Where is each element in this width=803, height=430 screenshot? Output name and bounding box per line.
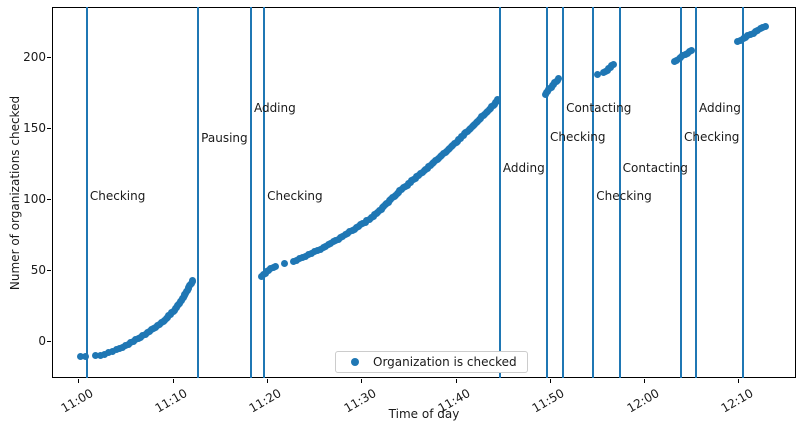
- x-tick: [738, 379, 740, 383]
- x-tick: [549, 379, 551, 383]
- vline-annotation: Checking: [683, 129, 740, 144]
- x-tick-label-text: 11:50: [529, 386, 567, 416]
- x-tick-label-text: 12:10: [718, 386, 756, 416]
- event-vline: [197, 7, 200, 378]
- scatter-point: [81, 353, 89, 361]
- scatter-point: [281, 259, 289, 267]
- event-vline: [695, 7, 698, 378]
- event-vline: [562, 7, 565, 378]
- scatter-point: [108, 347, 116, 355]
- x-tick-label-text: 11:10: [152, 386, 190, 416]
- scatter-point: [105, 349, 113, 357]
- event-vline: [592, 7, 595, 378]
- scatter-point: [609, 60, 617, 68]
- event-vline: [618, 7, 621, 378]
- plot-area: [52, 7, 796, 378]
- y-tick-label: 50: [30, 263, 46, 278]
- event-vline: [85, 7, 88, 378]
- scatter-marker-icon: [351, 358, 359, 366]
- scatter-point: [593, 70, 601, 78]
- y-tick: [47, 199, 51, 201]
- x-tick: [644, 379, 646, 383]
- legend: Organization is checked: [335, 351, 528, 373]
- scatter-point: [96, 352, 104, 360]
- scatter-point: [493, 96, 501, 104]
- x-tick: [266, 379, 268, 383]
- y-tick-label: 200: [23, 50, 46, 65]
- x-tick-label-text: 11:20: [247, 386, 284, 416]
- y-tick-label: 0: [38, 334, 46, 349]
- y-tick: [47, 341, 51, 343]
- event-vline: [546, 7, 549, 378]
- x-tick-label-text: 11:30: [341, 386, 379, 416]
- event-vline: [263, 7, 266, 378]
- vline-annotation: Adding: [253, 101, 296, 116]
- x-tick: [361, 379, 363, 383]
- x-axis-label: Time of day: [388, 407, 460, 421]
- vline-annotation: Pausing: [201, 131, 248, 146]
- scatter-point: [189, 276, 197, 284]
- vline-annotation: Checking: [267, 189, 323, 204]
- scatter-point: [688, 46, 696, 54]
- vline-annotation: Contacting: [622, 161, 688, 176]
- y-tick: [47, 128, 51, 130]
- y-tick: [47, 57, 51, 59]
- vline-annotation: Checking: [550, 129, 606, 144]
- event-vline: [679, 7, 682, 378]
- scatter-point: [91, 352, 99, 360]
- y-tick-label: 150: [23, 121, 46, 136]
- scatter-point: [762, 22, 770, 30]
- y-tick: [47, 270, 51, 272]
- event-vline: [742, 7, 745, 378]
- vline-annotation: Contacting: [566, 101, 632, 116]
- scatter-point: [554, 75, 562, 83]
- x-tick: [455, 379, 457, 383]
- vline-annotation: Adding: [502, 161, 545, 176]
- vline-annotation: Adding: [699, 101, 741, 116]
- x-tick-label-text: 11:00: [58, 386, 96, 416]
- scatter-point: [76, 353, 84, 361]
- event-vline: [249, 7, 252, 378]
- scatter-point: [271, 262, 279, 270]
- x-tick: [172, 379, 174, 383]
- y-tick-label: 100: [23, 192, 46, 207]
- scatter-point: [101, 350, 109, 358]
- legend-label: Organization is checked: [373, 355, 517, 369]
- x-tick-label-text: 12:00: [624, 386, 662, 416]
- vline-annotation: Checking: [596, 189, 652, 204]
- vline-annotation: Checking: [89, 189, 146, 204]
- x-tick: [78, 379, 80, 383]
- event-vline: [498, 7, 501, 378]
